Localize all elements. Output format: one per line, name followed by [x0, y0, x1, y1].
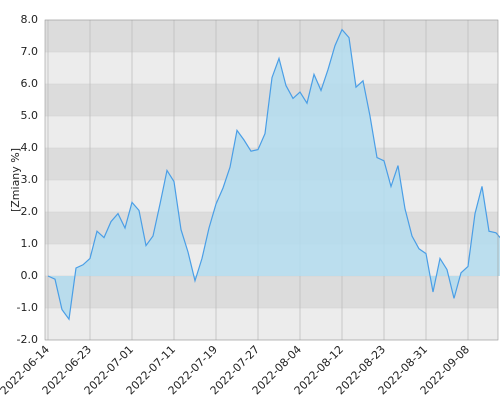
plot-border	[44, 19, 499, 341]
y-tick-label: 5.0	[21, 109, 39, 122]
y-axis-label: [Zmiany %]	[9, 148, 22, 212]
line	[47, 28, 500, 321]
y-tick-label: 1.0	[21, 237, 39, 250]
y-tick-label: 4.0	[21, 141, 39, 154]
band	[45, 308, 498, 340]
y-tick-label: 8.0	[21, 13, 39, 26]
area	[48, 29, 500, 320]
band	[45, 276, 498, 308]
y-tick-label: 7.0	[21, 45, 39, 58]
y-tick-label: -1.0	[17, 301, 38, 314]
y-tick-label: 3.0	[21, 173, 39, 186]
y-tick-label: 0.0	[21, 269, 39, 282]
y-tick-label: -2.0	[17, 333, 38, 346]
band	[45, 20, 498, 52]
y-tick-label: 6.0	[21, 77, 39, 90]
y-tick-label: 2.0	[21, 205, 39, 218]
